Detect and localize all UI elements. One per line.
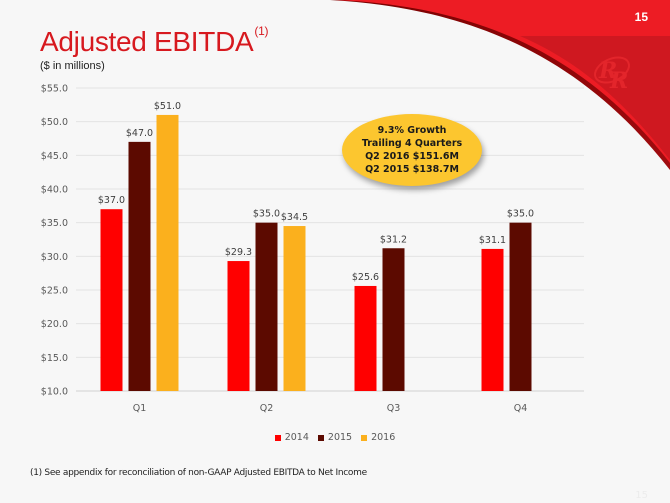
bar-2015-q2 [255, 222, 278, 391]
y-axis-ticks: $10.0 $15.0 $20.0 $25.0 $30.0 $35.0 $40.0 $45.0… [41, 84, 68, 398]
y-tick-label: $15.0 [41, 353, 68, 364]
y-tick-label: $25.0 [41, 286, 68, 297]
data-label-2015-q2: $35.0 [253, 209, 280, 220]
x-tick-label: Q4 [514, 403, 528, 414]
bar-2014-q3 [354, 285, 377, 391]
callout-line-2016: Q2 2016 $151.6M [365, 151, 459, 162]
bar-2016-q1 [156, 114, 179, 391]
bar-2014-q1 [100, 209, 123, 391]
bar-2015-q4 [509, 222, 532, 391]
growth-callout: 9.3% Growth Trailing 4 Quarters Q2 2016 … [342, 114, 482, 186]
page-number: 15 [634, 10, 648, 24]
page-title: Adjusted EBITDA(1) [40, 24, 269, 58]
bar-2015-q1 [128, 141, 151, 391]
data-label-2014-q4: $31.1 [479, 235, 506, 246]
callout-line-growth: 9.3% Growth [377, 125, 447, 136]
legend-swatch-2015 [317, 434, 324, 441]
y-tick-label: $40.0 [41, 185, 68, 196]
data-labels: $37.0$47.0$51.0$29.3$35.0 $34.5$25.6$31.2… [98, 101, 534, 283]
y-tick-label: $45.0 [41, 151, 68, 162]
chart-legend: 2014 2015 2016 [0, 432, 670, 443]
title-text: Adjusted EBITDA [40, 26, 254, 57]
footnote: (1) See appendix for reconciliation of n… [30, 468, 367, 478]
bar-2014-q4 [481, 248, 504, 391]
data-label-2014-q1: $37.0 [98, 195, 125, 206]
data-label-2014-q2: $29.3 [225, 247, 252, 258]
page-number-watermark: 15 [635, 490, 648, 501]
data-label-2015-q1: $47.0 [126, 128, 153, 139]
bar-2015-q3 [382, 248, 405, 391]
legend-item-2015: 2015 [317, 432, 353, 443]
callout-line-2015: Q2 2015 $138.7M [365, 164, 459, 175]
y-tick-label: $35.0 [41, 218, 68, 229]
y-tick-label: $20.0 [41, 319, 68, 330]
legend-label-2015: 2015 [327, 432, 353, 443]
data-label-2016-q1: $51.0 [154, 101, 181, 112]
data-label-2015-q3: $31.2 [380, 234, 407, 245]
x-axis-ticks: Q1 Q2 Q3 Q4 [133, 403, 528, 414]
x-tick-label: Q3 [387, 403, 401, 414]
y-tick-label: $10.0 [41, 387, 68, 398]
callout-line-period: Trailing 4 Quarters [361, 138, 463, 149]
data-label-2014-q3: $25.6 [352, 272, 379, 283]
data-label-2015-q4: $35.0 [507, 209, 534, 220]
bar-2016-q2 [283, 226, 306, 391]
bar-2014-q2 [227, 261, 250, 391]
legend-swatch-2016 [361, 434, 368, 441]
legend-item-2016: 2016 [361, 432, 395, 443]
legend-swatch-2014 [274, 434, 281, 441]
legend-label-2016: 2016 [371, 432, 396, 443]
y-tick-label: $30.0 [41, 252, 68, 263]
bars [100, 114, 532, 391]
legend-label-2014: 2014 [284, 432, 309, 443]
x-tick-label: Q1 [133, 403, 147, 414]
title-footnote-marker: (1) [254, 24, 269, 38]
data-label-2016-q2: $34.5 [281, 212, 308, 223]
legend-item-2014: 2014 [274, 432, 309, 443]
y-tick-label: $50.0 [41, 117, 68, 128]
y-tick-label: $55.0 [41, 84, 68, 95]
x-tick-label: Q2 [260, 403, 274, 414]
units-subtitle: ($ in millions) [40, 60, 105, 72]
